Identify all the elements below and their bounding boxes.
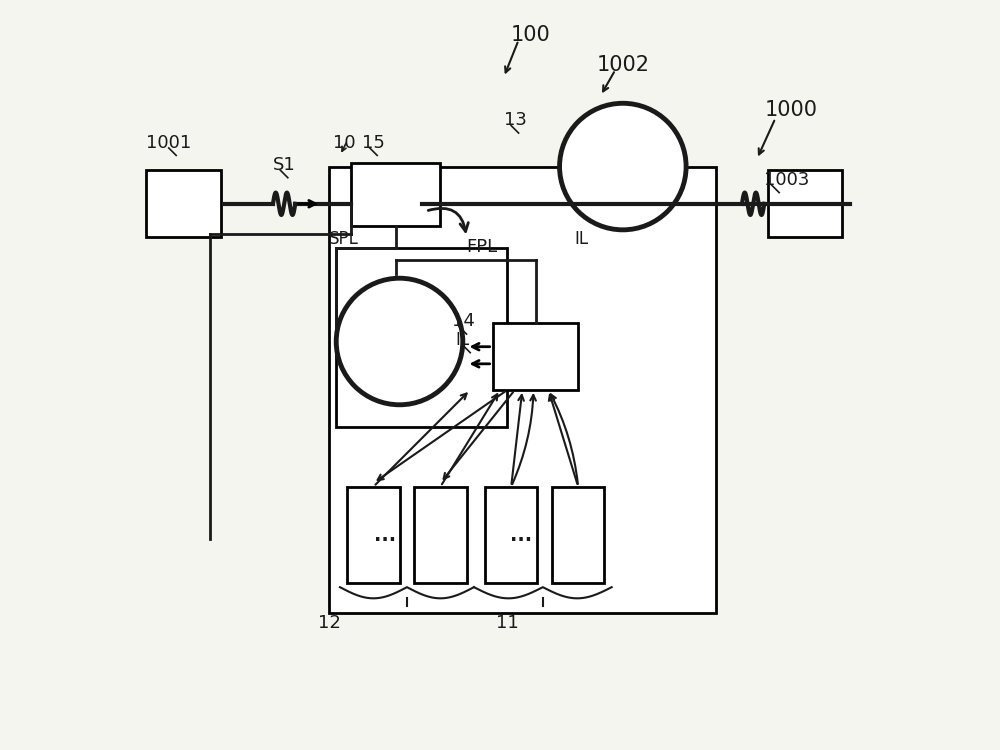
FancyBboxPatch shape [347,487,400,584]
FancyBboxPatch shape [414,487,467,584]
Text: 100: 100 [511,25,551,45]
Text: 12: 12 [318,614,340,632]
FancyBboxPatch shape [552,487,604,584]
Text: 1003: 1003 [764,171,810,189]
FancyBboxPatch shape [329,166,716,614]
FancyBboxPatch shape [146,170,221,237]
Circle shape [560,104,686,230]
FancyBboxPatch shape [351,163,440,226]
FancyArrowPatch shape [428,209,468,232]
Text: 10: 10 [333,134,355,152]
FancyBboxPatch shape [485,487,537,584]
Text: 1000: 1000 [764,100,817,119]
Text: SPL: SPL [329,230,359,248]
Text: IL: IL [455,331,469,349]
Text: 15: 15 [362,134,385,152]
Text: FPL: FPL [467,238,498,256]
Text: S1: S1 [273,156,296,174]
Text: 1001: 1001 [146,134,192,152]
Text: 13: 13 [504,111,527,129]
Text: 11: 11 [496,614,519,632]
Text: IL: IL [574,230,589,248]
FancyBboxPatch shape [336,248,507,427]
Text: ...: ... [510,526,532,544]
Text: 1002: 1002 [597,55,650,75]
Text: ...: ... [374,526,396,544]
Text: 14: 14 [452,312,474,330]
FancyBboxPatch shape [493,323,578,390]
FancyBboxPatch shape [768,170,842,237]
Circle shape [336,278,463,405]
